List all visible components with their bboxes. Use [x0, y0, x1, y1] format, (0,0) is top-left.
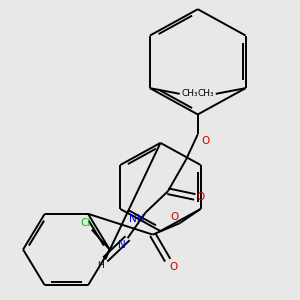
Text: O: O [170, 212, 178, 222]
Text: H: H [97, 261, 104, 270]
Text: O: O [169, 262, 177, 272]
Text: CH₃: CH₃ [198, 89, 214, 98]
Text: CH₃: CH₃ [181, 89, 198, 98]
Text: O: O [202, 136, 210, 146]
Text: NH: NH [128, 214, 144, 224]
Text: O: O [196, 192, 205, 202]
Text: N: N [118, 240, 126, 250]
Text: Cl: Cl [80, 218, 90, 228]
